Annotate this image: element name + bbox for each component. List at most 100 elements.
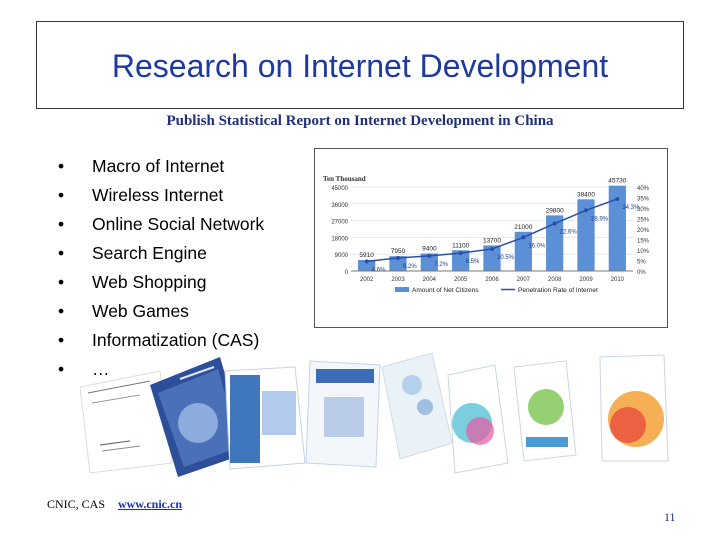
- bar-value-label: 13700: [483, 237, 501, 244]
- slide-title: Research on Internet Development: [111, 48, 609, 84]
- line-point: [615, 196, 620, 201]
- bullet-item: • Online Social Network: [58, 210, 264, 239]
- bullet-item: • Web Shopping: [58, 268, 264, 297]
- y-tick-label: 18000: [331, 236, 348, 242]
- line-value-label: 34.3%: [622, 205, 640, 211]
- bullet-dot-icon: •: [58, 272, 65, 292]
- y2-tick-label: 5%: [637, 260, 646, 266]
- bullet-text: Web Games: [92, 301, 189, 321]
- bullet-text: Informatization (CAS): [92, 330, 260, 350]
- y2-tick-label: 20%: [637, 228, 650, 234]
- chart-bar: [358, 259, 376, 271]
- line-value-label: 22.6%: [560, 230, 578, 236]
- bar-value-label: 21000: [514, 224, 532, 231]
- x-tick-label: 2008: [548, 277, 562, 283]
- chart-bar: [514, 231, 532, 271]
- chart-bar: [389, 256, 407, 271]
- bar-value-label: 38400: [577, 191, 595, 198]
- bullet-text: Search Engine: [92, 243, 207, 263]
- y2-tick-label: 40%: [637, 186, 650, 192]
- line-point: [427, 253, 432, 258]
- bullet-dot-icon: •: [58, 185, 65, 205]
- y2-tick-label: 30%: [637, 207, 650, 213]
- x-tick-label: 2010: [611, 277, 625, 283]
- chart-bar: [420, 253, 438, 271]
- line-point: [458, 251, 463, 256]
- bullet-dot-icon: •: [58, 243, 65, 263]
- bar-value-label: 45730: [608, 178, 626, 185]
- x-tick-label: 2005: [454, 277, 468, 283]
- line-point: [364, 259, 369, 264]
- bullet-text: Macro of Internet: [92, 156, 225, 176]
- x-tick-label: 2007: [517, 277, 531, 283]
- report-2011-cover: [447, 364, 509, 474]
- green-report-cover: [513, 360, 577, 462]
- x-tick-label: 2004: [423, 277, 437, 283]
- bar-value-label: 5910: [359, 252, 374, 259]
- handwritten-document: [80, 370, 173, 474]
- chart-bar: [452, 250, 470, 271]
- bullet-item: • Search Engine: [58, 239, 264, 268]
- line-value-label: 7.2%: [434, 262, 448, 268]
- bar-value-label: 9400: [422, 245, 437, 252]
- line-value-label: 8.5%: [466, 259, 480, 265]
- slide-subtitle: Publish Statistical Report on Internet D…: [166, 113, 554, 129]
- bullet-item: •…: [58, 355, 264, 384]
- x-tick-label: 2002: [360, 277, 374, 283]
- y2-tick-label: 0%: [637, 270, 646, 276]
- chart-frame: 0 9000 18000 27000 36000 45000 0% 5% 10% 15% 20% 25…: [314, 148, 668, 328]
- y2-tick-label: 35%: [637, 197, 650, 203]
- y-tick-label: 45000: [331, 186, 348, 192]
- legend-line-label: Penetration Rate of Internet: [518, 287, 598, 294]
- blue-report-cover: [150, 357, 248, 477]
- bullet-dot-icon: •: [58, 359, 65, 379]
- bullet-text: Wireless Internet: [92, 185, 224, 205]
- bullet-text: Web Shopping: [92, 272, 207, 292]
- y-tick-label: 36000: [331, 203, 348, 209]
- bullet-dot-icon: •: [58, 214, 65, 234]
- y2-tick-label: 15%: [637, 239, 650, 245]
- y-tick-label: 27000: [331, 220, 348, 226]
- y-tick-label: 9000: [335, 253, 349, 259]
- y2-tick-label: 10%: [637, 249, 650, 255]
- x-tick-label: 2006: [485, 277, 499, 283]
- bullet-list: • Macro of Internet • Wireless Internet • O…: [58, 152, 264, 384]
- line-point: [490, 246, 494, 251]
- chart-bar: [483, 245, 501, 271]
- line-value-label: 10.5%: [497, 255, 515, 261]
- report-covers-image: [80, 352, 669, 477]
- chart-bar: [546, 215, 564, 271]
- bullet-item: • Web Games: [58, 297, 264, 326]
- bullet-text: Online Social Network: [92, 214, 265, 234]
- bullet-dot-icon: •: [58, 330, 65, 350]
- bar-value-label: 29800: [546, 207, 564, 214]
- chart-bar: [577, 199, 595, 271]
- line-point: [396, 255, 400, 260]
- line-value-label: 4.6%: [372, 267, 386, 273]
- page-number: 11: [664, 510, 676, 524]
- y2-tick-label: 25%: [637, 218, 650, 224]
- net-citizens-chart: 0 9000 18000 27000 36000 45000 0% 5% 10% 15% 20% 25…: [323, 175, 650, 294]
- legend-bar-swatch: [395, 287, 409, 292]
- chart-bar: [608, 185, 626, 271]
- blossom-report-cover: [381, 352, 453, 460]
- line-point: [584, 208, 588, 213]
- bullet-item: • Informatization (CAS): [58, 326, 264, 355]
- line-point: [552, 221, 557, 226]
- y-tick-label: 0: [345, 270, 349, 276]
- title-box: Research on Internet Development: [36, 21, 684, 109]
- footer-org: CNIC, CAS: [47, 497, 106, 511]
- white-blue-report-cover: [224, 366, 306, 470]
- line-value-label: 16.0%: [528, 243, 546, 249]
- y-axis-title: Ten Thousand: [323, 175, 366, 183]
- bullet-text: …: [92, 359, 110, 379]
- x-tick-label: 2009: [579, 277, 593, 283]
- line-point: [521, 235, 526, 240]
- footer-website-link[interactable]: www.cnic.cn: [118, 497, 182, 511]
- bar-value-label: 11100: [452, 242, 469, 249]
- legend-bar-label: Amount of Net Citizens: [412, 287, 479, 294]
- report-2010-cover: [599, 354, 669, 462]
- line-value-label: 28.9%: [591, 216, 609, 222]
- bullet-item: • Macro of Internet: [58, 152, 264, 181]
- bullet-dot-icon: •: [58, 156, 65, 176]
